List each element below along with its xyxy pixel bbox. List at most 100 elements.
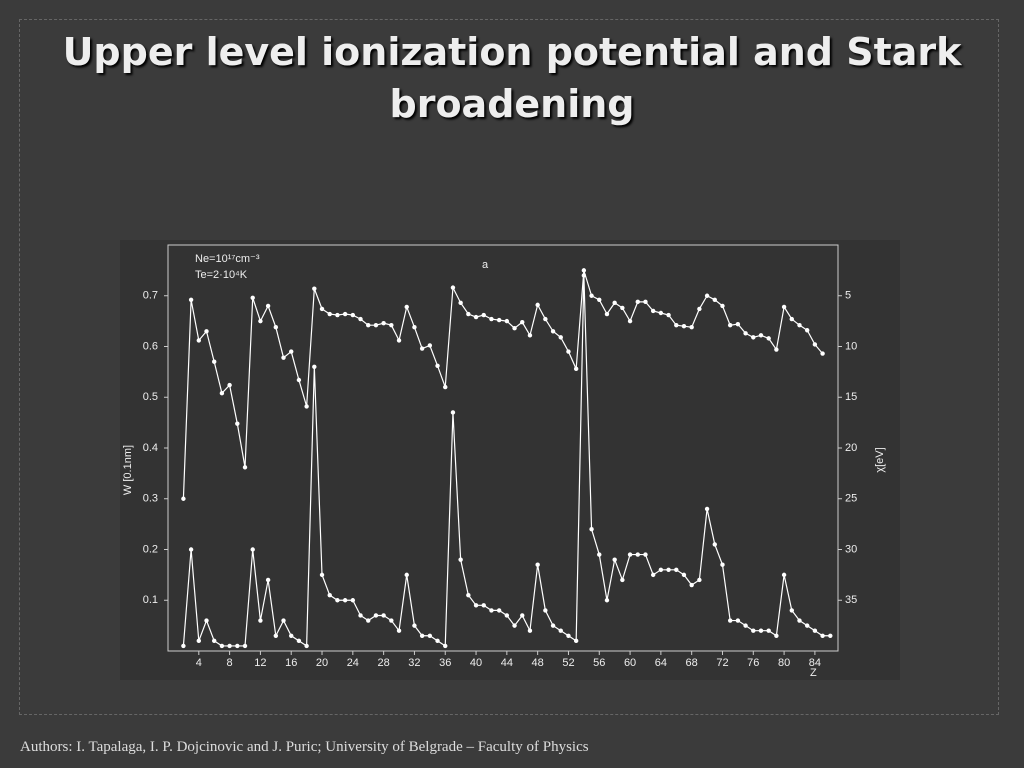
data-point bbox=[704, 506, 710, 512]
data-point bbox=[212, 359, 217, 364]
data-point bbox=[727, 322, 733, 328]
x-tick-label: 4 bbox=[196, 657, 202, 669]
data-point bbox=[489, 608, 494, 613]
data-point bbox=[504, 318, 510, 324]
x-tick-label: 68 bbox=[686, 657, 698, 669]
data-point bbox=[296, 377, 302, 383]
x-tick-label: 80 bbox=[778, 657, 790, 669]
y-tick-label: 0.4 bbox=[143, 442, 158, 454]
data-point bbox=[366, 322, 371, 328]
data-point bbox=[797, 322, 802, 328]
x-tick-label: 72 bbox=[716, 657, 728, 669]
data-point bbox=[496, 608, 502, 613]
data-point bbox=[697, 577, 702, 583]
data-point bbox=[820, 633, 825, 638]
data-point bbox=[281, 355, 286, 360]
data-point bbox=[573, 366, 579, 372]
data-point bbox=[235, 421, 240, 426]
data-point bbox=[689, 325, 694, 330]
data-point bbox=[242, 465, 248, 470]
data-point bbox=[450, 285, 456, 290]
data-point bbox=[650, 308, 656, 314]
data-point bbox=[327, 311, 332, 317]
data-point bbox=[543, 608, 548, 613]
data-point bbox=[273, 633, 279, 638]
data-point bbox=[674, 567, 679, 572]
data-point bbox=[443, 384, 448, 390]
data-point bbox=[473, 314, 479, 320]
x-tick-label: 8 bbox=[227, 657, 233, 669]
y-axis-label: W [0.1nm] bbox=[122, 445, 134, 495]
data-point bbox=[658, 567, 664, 572]
data-point bbox=[589, 293, 594, 298]
y2-axis-label: χ[eV] bbox=[874, 447, 886, 472]
data-point bbox=[627, 552, 633, 557]
x-tick-label: 28 bbox=[378, 657, 390, 669]
data-point bbox=[381, 320, 386, 326]
data-point bbox=[366, 618, 371, 623]
data-point bbox=[489, 316, 494, 322]
data-point bbox=[250, 295, 255, 300]
data-point bbox=[181, 496, 186, 501]
x-axis-label: Z bbox=[810, 667, 817, 679]
data-point bbox=[758, 333, 764, 338]
data-point bbox=[704, 293, 710, 298]
data-point bbox=[496, 317, 502, 323]
y2-tick-label: 25 bbox=[845, 493, 857, 505]
data-point bbox=[766, 336, 771, 341]
data-point bbox=[535, 562, 540, 567]
data-point bbox=[774, 633, 779, 638]
data-point bbox=[373, 322, 379, 328]
data-point bbox=[212, 638, 217, 644]
data-point bbox=[381, 613, 386, 618]
x-tick-label: 24 bbox=[347, 657, 359, 669]
x-tick-label: 44 bbox=[501, 657, 513, 669]
annotation: Ne=10¹⁷cm⁻³ bbox=[195, 253, 260, 265]
data-point bbox=[204, 329, 209, 334]
data-point bbox=[435, 638, 440, 644]
data-point bbox=[427, 343, 433, 348]
data-point bbox=[712, 542, 717, 547]
data-point bbox=[589, 527, 594, 532]
data-point bbox=[689, 582, 694, 588]
data-point bbox=[273, 325, 279, 330]
data-point bbox=[535, 302, 540, 308]
data-point bbox=[404, 572, 409, 578]
y2-tick-label: 35 bbox=[845, 594, 857, 606]
data-point bbox=[789, 608, 794, 613]
y-tick-label: 0.3 bbox=[143, 493, 158, 505]
data-point bbox=[350, 312, 356, 318]
data-point bbox=[389, 618, 394, 623]
data-point bbox=[250, 547, 255, 552]
data-point bbox=[543, 316, 548, 322]
annotation: Te=2·10⁴K bbox=[195, 269, 248, 281]
data-point bbox=[450, 410, 456, 415]
data-point bbox=[312, 364, 317, 369]
x-tick-label: 20 bbox=[316, 657, 328, 669]
data-point bbox=[358, 316, 363, 322]
x-tick-label: 32 bbox=[408, 657, 420, 669]
y2-tick-label: 15 bbox=[845, 391, 857, 403]
data-point bbox=[604, 598, 610, 603]
data-point bbox=[181, 643, 186, 649]
data-point bbox=[666, 567, 671, 572]
data-point bbox=[781, 572, 787, 578]
figure-background bbox=[120, 240, 900, 680]
data-point bbox=[289, 349, 294, 354]
y-tick-label: 0.1 bbox=[143, 594, 158, 606]
data-point bbox=[242, 643, 248, 649]
data-point bbox=[573, 638, 579, 644]
data-point bbox=[458, 300, 463, 306]
data-point bbox=[581, 268, 587, 273]
x-tick-label: 48 bbox=[532, 657, 544, 669]
data-point bbox=[304, 643, 309, 649]
data-point bbox=[620, 577, 625, 583]
data-point bbox=[597, 552, 602, 557]
data-point bbox=[527, 333, 533, 338]
data-point bbox=[804, 623, 810, 628]
x-tick-label: 64 bbox=[655, 657, 667, 669]
data-point bbox=[435, 363, 440, 368]
data-point bbox=[289, 633, 294, 638]
x-tick-label: 40 bbox=[470, 657, 482, 669]
